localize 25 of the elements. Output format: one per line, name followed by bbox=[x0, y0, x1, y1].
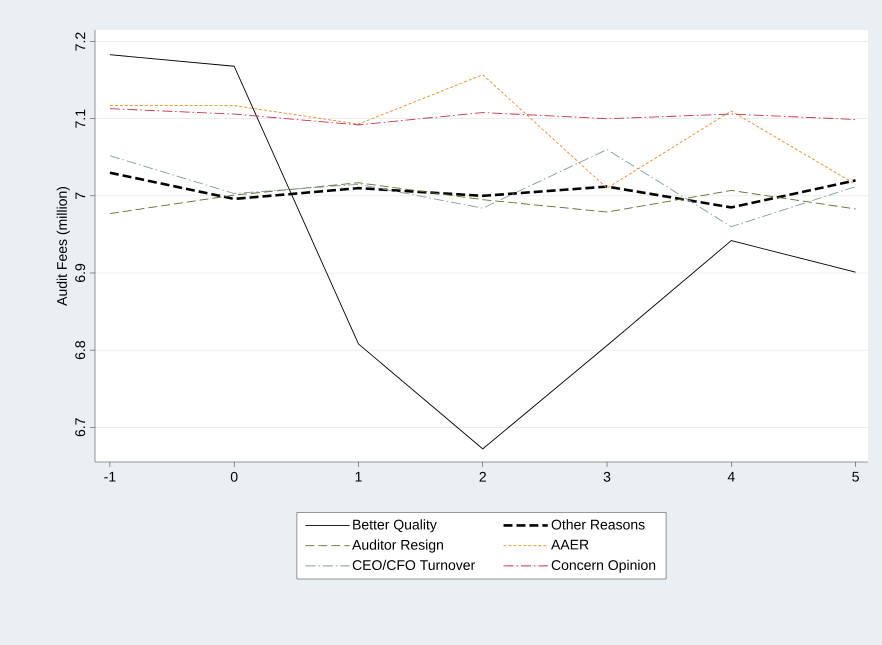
x-tick-label: 1 bbox=[356, 472, 362, 482]
y-tick-label: 7.1 bbox=[76, 110, 86, 128]
x-tick-label: 3 bbox=[604, 472, 610, 482]
legend-label: Other Reasons bbox=[552, 519, 645, 530]
line-series bbox=[109, 149, 856, 228]
legend-label: Auditor Resign bbox=[352, 540, 443, 553]
y-tick-label: 7 bbox=[76, 192, 86, 200]
line-series bbox=[109, 182, 856, 214]
x-tick-label: 5 bbox=[852, 472, 859, 482]
y-tick-label: 7.2 bbox=[75, 32, 86, 51]
y-axis-title: Audit Fees (million) bbox=[56, 186, 70, 306]
x-tick-label: 2 bbox=[480, 472, 486, 482]
y-tick-label: 6.9 bbox=[75, 264, 86, 282]
line-series bbox=[109, 108, 856, 126]
y-tick-label: 6.7 bbox=[75, 418, 86, 436]
legend-label: Concern Opinion bbox=[552, 560, 656, 573]
x-tick-label: -1 bbox=[104, 472, 116, 482]
legend-label: CEO/CFO Turnover bbox=[352, 560, 475, 570]
legend-label: AAER bbox=[551, 540, 588, 550]
y-tick-label: 6.8 bbox=[75, 341, 86, 360]
line-series bbox=[109, 74, 856, 189]
x-tick-label: 0 bbox=[230, 472, 238, 482]
x-tick-label: 4 bbox=[728, 472, 735, 482]
line-series bbox=[109, 54, 856, 450]
legend-label: Better Quality bbox=[353, 519, 437, 532]
